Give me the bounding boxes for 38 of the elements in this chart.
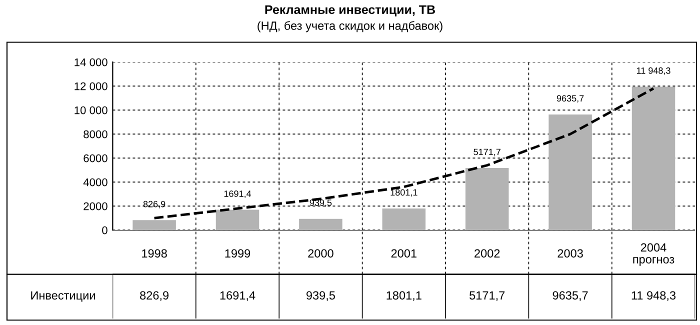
bar bbox=[465, 168, 509, 230]
chart-subtitle: (НД, без учета скидок и надбавок) bbox=[258, 21, 442, 32]
bar bbox=[548, 114, 592, 230]
y-tick-label: 4000 bbox=[83, 178, 108, 186]
y-tick-label: 6000 bbox=[84, 154, 108, 162]
y-tick-label: 0 bbox=[102, 226, 108, 234]
data-label: 939,5 bbox=[306, 291, 335, 301]
x-tick-label: 2001 bbox=[391, 249, 416, 258]
x-tick-label: 1998 bbox=[142, 249, 167, 258]
text: 1801,1 bbox=[390, 189, 418, 197]
x-tick-label: 2003 bbox=[558, 249, 583, 258]
bar bbox=[632, 86, 676, 230]
bar bbox=[132, 220, 176, 230]
data-label: 11 948,3 bbox=[632, 291, 676, 301]
data-label: 826,9 bbox=[140, 291, 169, 301]
data-label: 5171,7 bbox=[470, 291, 505, 301]
bar bbox=[382, 208, 426, 230]
text: 11 948,3 bbox=[636, 67, 670, 75]
x-tick-label: 1999 bbox=[225, 249, 250, 258]
y-tick-label: 10 000 bbox=[74, 106, 108, 114]
text: 826,9 bbox=[143, 200, 166, 208]
y-tick-label: 2000 bbox=[84, 202, 108, 210]
data-label: 9635,7 bbox=[552, 291, 588, 301]
data-label: 1691,4 bbox=[220, 291, 256, 301]
bar bbox=[299, 218, 342, 230]
y-tick-label: 14 000 bbox=[74, 58, 108, 66]
chart-title: Рекламные инвестиции, ТВ bbox=[265, 5, 435, 16]
x-tick-label: 2004 прогноз bbox=[633, 243, 674, 266]
y-tick-label: 12 000 bbox=[74, 82, 108, 90]
bar bbox=[216, 210, 260, 230]
data-label: 1801,1 bbox=[386, 291, 422, 301]
text: 1691,4 bbox=[224, 190, 252, 198]
text: Инвестиции bbox=[31, 291, 95, 302]
x-tick-label: 2000 bbox=[308, 249, 334, 258]
text: 5171,7 bbox=[474, 148, 500, 156]
x-tick-label: 2002 bbox=[474, 249, 500, 258]
y-tick-label: 8000 bbox=[84, 130, 108, 138]
text: 9635,7 bbox=[556, 95, 584, 103]
